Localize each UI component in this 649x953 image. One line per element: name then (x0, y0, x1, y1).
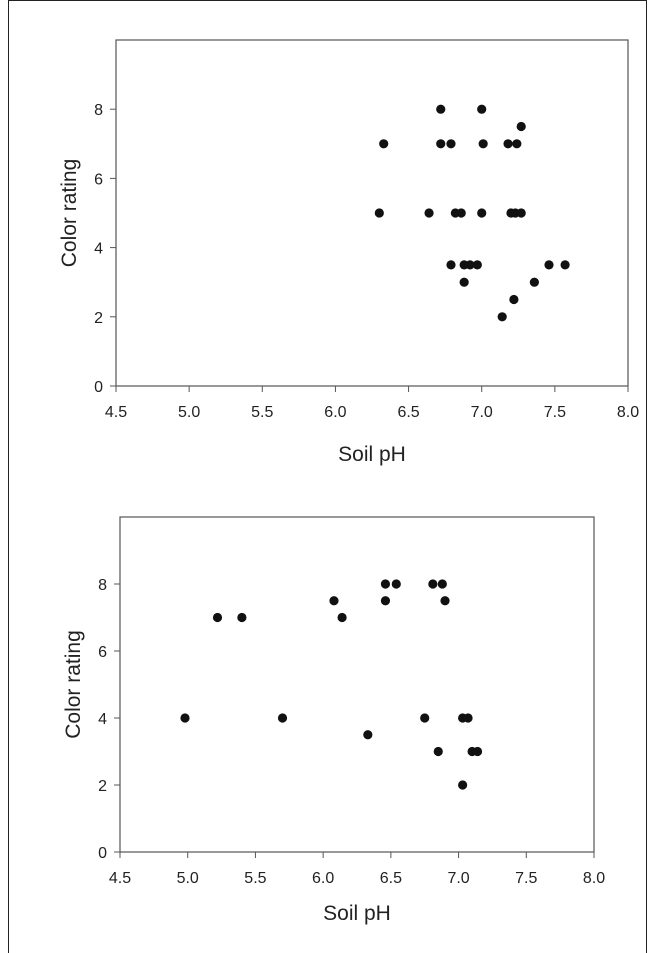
y-axis-title: Color rating (62, 630, 85, 739)
data-point (437, 579, 447, 589)
data-point (212, 612, 223, 623)
y-tick-label: 2 (98, 778, 107, 795)
data-point (459, 277, 469, 287)
x-tick-label: 6.0 (324, 404, 346, 421)
data-point (436, 104, 446, 114)
chart-1: 4.5 5.0 5.5 6.0 6.5 7.0 7.5 8.0 0 2 4 6 8 Soil pH Colo… (58, 39, 639, 466)
data-point (516, 208, 526, 218)
x-tick-label: 7.0 (471, 404, 493, 421)
x-tick-label: 4.5 (105, 404, 127, 421)
data-point (380, 596, 391, 606)
data-point (516, 121, 526, 132)
y-tick-label: 2 (94, 310, 103, 327)
data-point (237, 612, 247, 623)
y-axis-title: Color rating (58, 159, 81, 268)
data-point (472, 260, 482, 270)
data-point (433, 746, 443, 757)
data-point (465, 260, 475, 270)
data-point (380, 579, 391, 589)
data-point (428, 579, 438, 589)
data-point (420, 713, 430, 723)
data-point (379, 139, 389, 149)
data-point (363, 730, 373, 740)
x-tick-label: 8.0 (617, 404, 639, 421)
plot-area-frame (115, 39, 629, 387)
chart-2: 4.5 5.0 5.5 6.0 6.5 7.0 7.5 8.0 0 2 4 6 8 Soil pH Colo… (62, 516, 605, 925)
x-tick-label: 6.5 (380, 870, 402, 887)
x-tick-label: 5.5 (244, 870, 266, 887)
y-tick-label: 0 (94, 379, 103, 396)
x-tick-label: 7.5 (544, 404, 566, 421)
data-point (436, 139, 446, 149)
data-point (478, 139, 488, 149)
data-point (446, 260, 456, 270)
x-tick-label: 5.0 (178, 404, 200, 421)
x-tick-label: 4.5 (109, 870, 131, 887)
x-tick-label: 6.5 (397, 404, 419, 421)
data-point (277, 713, 288, 723)
data-point (512, 139, 522, 149)
data-point (424, 208, 434, 218)
figure-frame (8, 0, 647, 953)
data-point (456, 208, 466, 218)
data-point (497, 312, 507, 322)
x-tick-label: 5.5 (251, 404, 273, 421)
x-tick-label: 8.0 (583, 870, 605, 887)
x-axis-title: Soil pH (338, 443, 406, 466)
data-point (374, 208, 384, 218)
data-point (446, 139, 456, 149)
data-point (560, 260, 570, 270)
x-tick-label: 5.0 (177, 870, 199, 887)
x-tick-label: 7.5 (515, 870, 537, 887)
x-tick-label: 7.0 (447, 870, 469, 887)
data-point (329, 596, 339, 606)
y-tick-label: 8 (94, 102, 103, 119)
y-tick-label: 6 (94, 171, 103, 188)
data-point (391, 579, 401, 589)
y-tick-label: 4 (98, 711, 107, 728)
y-tick-label: 8 (98, 577, 107, 594)
data-point (472, 746, 483, 757)
data-point (463, 713, 473, 723)
x-tick-label: 6.0 (312, 870, 334, 887)
data-point (529, 277, 539, 287)
data-point (458, 780, 468, 790)
data-point (509, 294, 519, 305)
data-point (440, 596, 450, 606)
x-axis-title: Soil pH (323, 902, 391, 925)
data-point (544, 260, 554, 270)
y-tick-label: 0 (98, 845, 107, 862)
y-tick-label: 6 (98, 644, 107, 661)
data-point (337, 612, 347, 623)
data-point (477, 104, 487, 114)
y-tick-label: 4 (94, 241, 103, 258)
data-point (503, 139, 513, 149)
plot-area-frame (119, 516, 595, 853)
data-point (180, 713, 190, 723)
data-point (477, 208, 487, 218)
